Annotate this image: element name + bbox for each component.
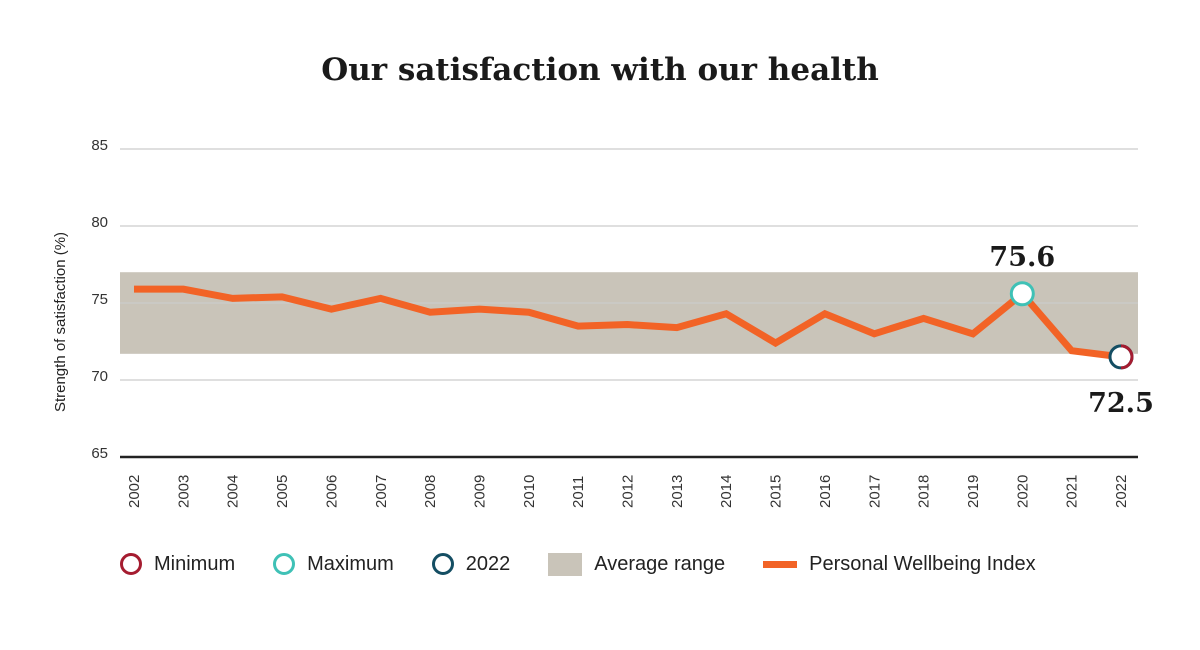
series-line-personal-wellbeing-index — [134, 285, 1122, 361]
legend-label-index: Personal Wellbeing Index — [809, 552, 1036, 575]
legend-item-maximum: Maximum — [273, 553, 394, 576]
current-year-marker-icon — [431, 553, 454, 575]
maximum-marker — [1009, 281, 1035, 307]
y-tick-label: 85 — [91, 137, 108, 154]
x-tick-label: 2002 — [126, 475, 143, 508]
minimum-value-label: 72.5 — [1088, 388, 1154, 419]
x-tick-label: 2010 — [521, 475, 538, 508]
x-tick-label: 2013 — [669, 475, 686, 508]
x-tick-label: 2012 — [620, 475, 637, 508]
x-tick-label: 2020 — [1014, 475, 1031, 508]
y-tick-label: 75 — [91, 291, 108, 308]
chart-title: Our satisfaction with our health — [321, 52, 879, 88]
x-tick-label: 2016 — [817, 475, 834, 508]
maximum-marker-icon — [273, 553, 296, 575]
index-line-swatch-icon — [763, 560, 798, 568]
x-tick-label: 2005 — [274, 475, 291, 508]
x-tick-label: 2019 — [965, 475, 982, 508]
legend-label-average-range: Average range — [594, 552, 726, 575]
legend-label-minimum: Minimum — [154, 552, 236, 575]
line-chart: 65 70 75 80 85 2002 2003 2004 2005 2006 2007 2008 20… — [52, 137, 1154, 508]
minimum-marker-icon — [120, 553, 142, 575]
maximum-value-label: 75.6 — [989, 242, 1055, 273]
average-range-swatch-icon — [548, 552, 583, 576]
x-tick-label: 2014 — [718, 475, 735, 508]
x-tick-label: 2004 — [225, 475, 242, 508]
average-range-band — [120, 272, 1138, 354]
x-tick-label: 2017 — [866, 475, 883, 508]
legend-label-current: 2022 — [465, 552, 511, 575]
x-tick-label: 2008 — [422, 475, 439, 508]
x-tick-label: 2011 — [570, 476, 587, 508]
x-tick-label: 2009 — [471, 475, 488, 508]
legend-label-maximum: Maximum — [307, 552, 394, 575]
x-tick-label: 2022 — [1113, 475, 1130, 508]
x-tick-label: 2015 — [768, 475, 785, 508]
y-tick-label: 80 — [91, 214, 108, 231]
y-tick-label: 70 — [91, 368, 108, 385]
minimum-marker — [1120, 344, 1134, 370]
y-axis-label: Strength of satisfaction (%) — [52, 232, 69, 412]
x-tick-label: 2018 — [916, 475, 933, 508]
legend-item-minimum: Minimum — [120, 553, 235, 576]
legend-item-index: Personal Wellbeing Index — [763, 552, 1036, 576]
y-tick-label: 65 — [91, 445, 108, 462]
legend-item-average-range: Average range — [548, 552, 726, 576]
legend-item-current: 2022 — [431, 552, 511, 576]
x-tick-label: 2006 — [323, 475, 340, 508]
x-tick-label: 2007 — [373, 475, 390, 508]
legend: Minimum Maximum 2022 Average range Perso… — [120, 548, 1074, 580]
x-tick-label: 2003 — [175, 475, 192, 508]
x-tick-label: 2021 — [1064, 475, 1081, 508]
